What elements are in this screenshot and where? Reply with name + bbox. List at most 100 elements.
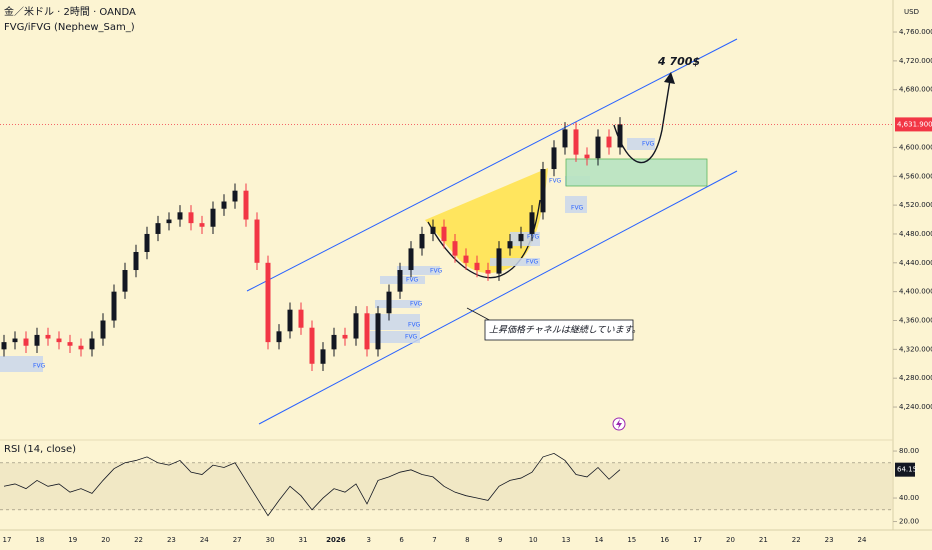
rsi-title: RSI (14, close) (4, 444, 76, 455)
callout-box (484, 319, 634, 341)
y-tick-label: 4,320.000 (899, 345, 932, 353)
candle-body (551, 147, 557, 170)
fvg-label: FVG (430, 268, 443, 275)
fvg-box (397, 266, 440, 275)
x-tick-label: 8 (465, 536, 469, 544)
fvg-box (370, 314, 420, 330)
y-tick-label: 80.00 (899, 447, 919, 455)
candle-body (309, 327, 315, 364)
candle-body (265, 262, 271, 343)
candle-body (584, 154, 590, 159)
fvg-label: FVG (410, 301, 423, 308)
y-tick-label: 4,560.000 (899, 172, 932, 180)
y-tick-label: 40.00 (899, 494, 919, 502)
candle-body (441, 226, 447, 242)
candle-body (386, 291, 392, 314)
rsi-band (0, 462, 893, 510)
candle-body (34, 334, 40, 346)
x-tick-label: 17 (693, 536, 702, 544)
candle-body (617, 124, 623, 148)
candle-body (595, 136, 601, 159)
fvg-box (490, 258, 540, 266)
candle-body (177, 212, 183, 220)
fvg-label: FVG (526, 259, 539, 266)
y-tick-label: 4,360.000 (899, 316, 932, 324)
candle-body (463, 255, 469, 263)
candle-body (485, 270, 491, 274)
x-tick-label: 20 (726, 536, 735, 544)
candle-body (89, 338, 95, 350)
symbol-title: 金／米ドル · 2時間 · OANDA (4, 5, 136, 18)
candle-body (430, 226, 436, 234)
y-tick-label: 4,440.000 (899, 259, 932, 267)
fvg-label: FVG (406, 277, 419, 284)
fvg-box (375, 300, 420, 308)
candle-body (199, 223, 205, 227)
x-tick-label: 27 (233, 536, 242, 544)
x-tick-label: 22 (134, 536, 143, 544)
fvg-label: FVG (642, 141, 655, 148)
indicator-title: FVG/iFVG (Nephew_Sam_) (4, 22, 135, 33)
candle-body (331, 334, 337, 350)
candle-body (419, 233, 425, 249)
candle-body (67, 342, 73, 346)
candle-body (23, 338, 29, 346)
fvg-box (0, 356, 43, 372)
x-tick-label: 14 (594, 536, 603, 544)
candle-body (342, 334, 348, 339)
x-tick-label: 9 (498, 536, 502, 544)
x-tick-label: 24 (858, 536, 867, 544)
x-tick-label: 20 (101, 536, 110, 544)
fvg-box (627, 138, 655, 150)
callout-text: 上昇価格チャネルは継続しています。 (489, 325, 641, 336)
candle-body (276, 331, 282, 343)
event-icon-bolt (616, 419, 622, 429)
candle-body (474, 262, 480, 271)
candle-body (12, 338, 18, 343)
x-tick-label: 23 (167, 536, 176, 544)
fvg-label: FVG (33, 363, 46, 370)
y-tick-label: 20.00 (899, 518, 919, 526)
x-tick-label: 6 (399, 536, 404, 544)
candle-body (1, 342, 7, 350)
fvg-label: FVG (549, 178, 562, 185)
x-tick-label: 10 (529, 536, 538, 544)
candle-body (364, 313, 370, 350)
rsi-line (3, 452, 621, 517)
candle-body (298, 309, 304, 328)
y-tick-label: 4,600.000 (899, 143, 932, 151)
y-tick-label: 4,680.000 (899, 86, 932, 94)
fvg-label: FVG (408, 322, 421, 329)
candle-body (518, 233, 524, 242)
candle-body (507, 241, 513, 249)
x-tick-label: 22 (792, 536, 801, 544)
currency: USD (904, 8, 919, 16)
y-tick-label: 4,480.000 (899, 230, 932, 238)
candle-body (122, 270, 128, 292)
fvg-label: FVG (405, 334, 418, 341)
candle-body (496, 248, 502, 274)
channel-lower (258, 170, 738, 425)
y-tick-label: 4,720.000 (899, 57, 932, 65)
candle-body (287, 309, 293, 332)
x-tick-label: 24 (200, 536, 209, 544)
candle-body (397, 270, 403, 292)
candle-body (232, 190, 238, 202)
candle-body (606, 136, 612, 148)
x-tick-label: 19 (68, 536, 77, 544)
candle-body (111, 291, 117, 321)
y-tick-label: 4,240.000 (899, 403, 932, 411)
x-tick-label: 3 (366, 536, 370, 544)
candle-body (320, 349, 326, 364)
x-tick-label: 30 (266, 536, 275, 544)
candle-body (408, 248, 414, 271)
x-tick-label: 7 (432, 536, 436, 544)
x-tick-label: 31 (299, 536, 308, 544)
candle-body (375, 313, 381, 350)
rsi-marker (895, 462, 915, 477)
fvg-box (565, 196, 587, 213)
y-tick-label: 4,520.000 (899, 201, 932, 209)
candle-body (353, 313, 359, 339)
channel-upper (246, 38, 738, 292)
